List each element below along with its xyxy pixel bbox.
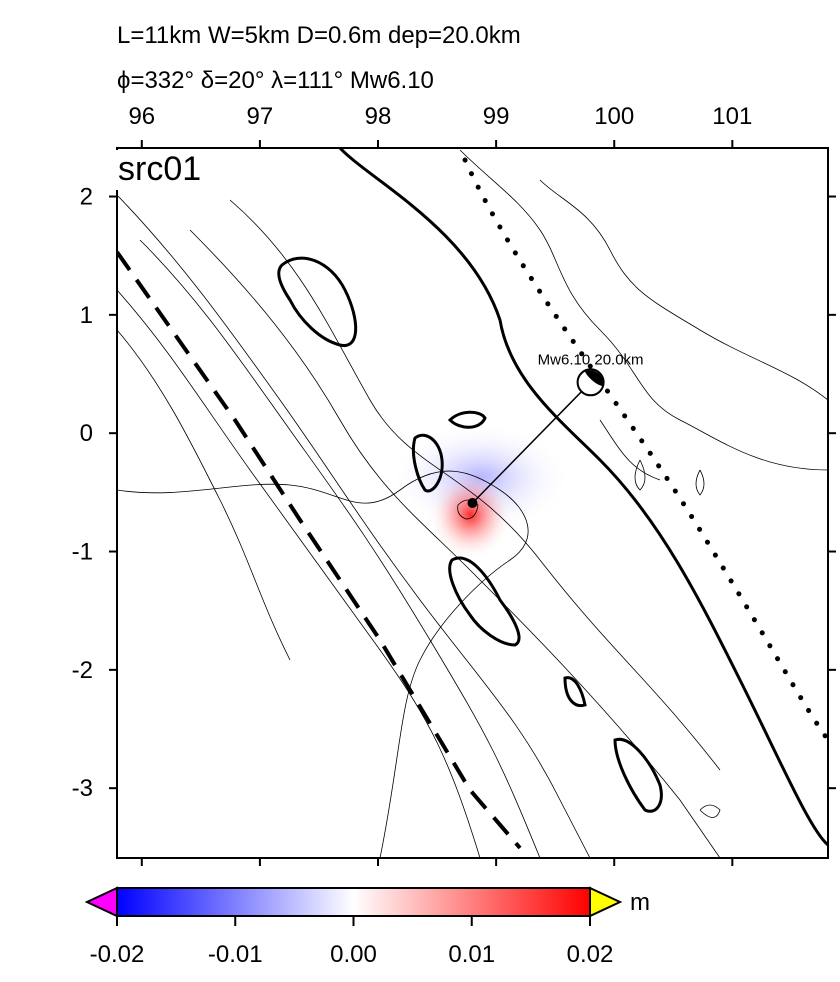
x-tick-label: 101 (712, 103, 752, 130)
deformation-field (390, 423, 571, 560)
contours (117, 149, 828, 858)
coastline (338, 148, 828, 847)
y-tick-label: -2 (72, 657, 93, 684)
x-tick-label: 97 (247, 103, 274, 130)
fault-trace (462, 157, 828, 743)
label-box (113, 150, 223, 190)
colorbar-tick-label: 0.01 (448, 941, 495, 968)
uplift-positive (428, 470, 513, 560)
event-label: Mw6.10 20.0km (538, 351, 644, 368)
x-tick-label: 96 (128, 103, 155, 130)
map-label: src01 (118, 150, 201, 188)
contour-thick (448, 556, 521, 647)
x-tick-label: 98 (365, 103, 392, 130)
x-tick-label: 100 (594, 103, 634, 130)
y-tick-label: -1 (72, 539, 93, 566)
contour-thick (563, 676, 663, 813)
contour-thick (411, 410, 487, 493)
title-line1: L=11km W=5km D=0.6m dep=20.0km (117, 22, 521, 49)
map-frame (116, 147, 829, 859)
colorbar-scale (116, 887, 591, 917)
x-tick-label: 99 (483, 103, 510, 130)
trench (117, 250, 522, 850)
source-point (467, 498, 478, 508)
contour-thick (277, 256, 358, 347)
title-line2: ϕ=332° δ=20° λ=111° Mw6.10 (117, 67, 434, 94)
beachball-compression (584, 370, 603, 387)
map-area: Mw6.10 20.0km (117, 148, 828, 858)
colorbar-high (589, 886, 623, 918)
y-tick-label: -3 (72, 775, 93, 802)
colorbar-tick-label: 0.00 (330, 941, 377, 968)
colorbar: m -0.02 -0.01 0.00 0.01 0.02 (84, 886, 650, 968)
colorbar-tick-label: 0.02 (567, 941, 614, 968)
event: Mw6.10 20.0km (467, 351, 644, 508)
y-tick-label: 0 (80, 420, 93, 447)
colorbar-tick-label: -0.01 (208, 941, 263, 968)
event-link (471, 381, 592, 504)
y-tick-label: 2 (80, 184, 93, 211)
colorbar-low (84, 886, 118, 918)
axes: 96 97 98 99 100 101 2 1 0 -1 -2 -3 (72, 103, 836, 866)
colorbar-unit: m (630, 889, 650, 916)
y-tick-label: 1 (80, 302, 93, 329)
colorbar-tick-label: -0.02 (90, 941, 145, 968)
